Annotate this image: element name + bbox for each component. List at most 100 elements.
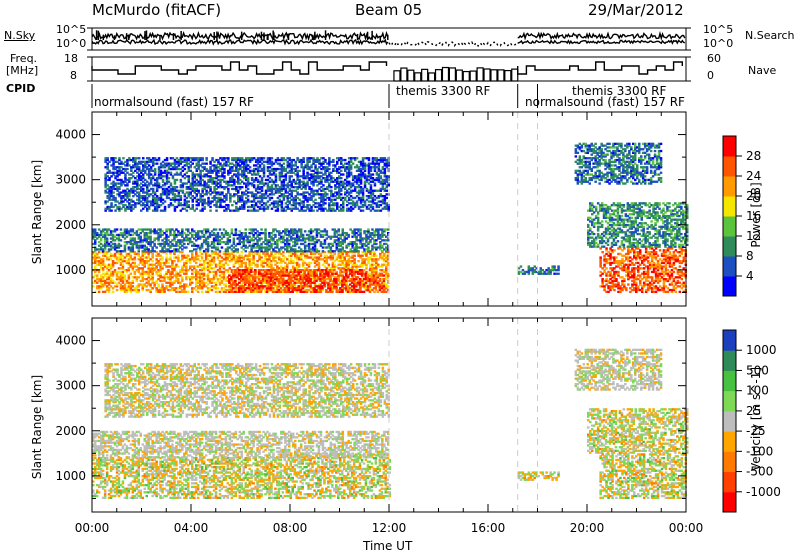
data-cell: [128, 189, 131, 192]
data-cell: [350, 285, 354, 288]
data-cell: [256, 158, 260, 162]
data-cell: [147, 279, 150, 283]
data-cell: [110, 193, 113, 196]
data-cell: [317, 256, 321, 259]
data-cell: [375, 246, 378, 249]
data-cell: [381, 233, 384, 237]
data-cell: [129, 241, 133, 244]
data-cell: [161, 178, 165, 182]
data-cell: [155, 158, 159, 162]
data-cell: [234, 272, 238, 275]
data-cell: [113, 246, 117, 249]
data-cell: [313, 285, 317, 288]
data-cell: [169, 244, 172, 247]
data-cell: [341, 233, 344, 237]
data-cell: [201, 158, 204, 162]
data-cell: [385, 248, 388, 251]
data-cell: [343, 260, 346, 263]
data-cell: [387, 254, 390, 257]
data-cell: [233, 182, 236, 185]
data-cell: [333, 263, 337, 266]
data-cell: [286, 288, 289, 292]
data-cell: [210, 241, 214, 244]
data-cell: [105, 252, 109, 256]
data-cell: [133, 265, 137, 268]
data-cell: [368, 278, 372, 281]
data-cell: [132, 200, 135, 203]
data-cell: [139, 261, 142, 265]
data-cell: [339, 287, 342, 290]
data-cell: [196, 246, 200, 249]
data-cell: [383, 269, 386, 272]
data-cell: [228, 260, 232, 263]
data-cell: [131, 230, 135, 233]
data-cell: [387, 274, 390, 277]
data-cell: [185, 265, 188, 268]
data-cell: [221, 193, 224, 196]
data-cell: [113, 244, 117, 247]
data-cell: [208, 263, 212, 266]
data-cell: [177, 250, 180, 253]
data-cell: [253, 285, 257, 288]
data-cell: [274, 290, 277, 293]
data-cell: [280, 232, 283, 235]
data-cell: [357, 252, 360, 256]
data-cell: [134, 186, 137, 189]
data-cell: [153, 250, 156, 253]
data-cell: [147, 207, 151, 210]
data-cell: [141, 241, 144, 244]
data-cell: [169, 285, 172, 288]
data-cell: [179, 167, 183, 171]
data-cell: [137, 288, 140, 292]
data-cell: [185, 276, 188, 279]
data-cell: [195, 251, 198, 254]
data-cell: [227, 169, 230, 172]
data-cell: [146, 166, 149, 169]
data-cell: [155, 265, 158, 268]
data-cell: [173, 235, 176, 238]
data-cell: [256, 260, 259, 263]
data-cell: [367, 272, 370, 275]
data-cell: [209, 169, 212, 172]
data-cell: [383, 252, 386, 256]
data-cell: [177, 278, 180, 281]
data-cell: [111, 261, 115, 265]
data-cell: [196, 233, 200, 237]
data-cell: [207, 196, 210, 200]
data-cell: [112, 195, 115, 198]
data-cell: [327, 285, 330, 288]
data-cell: [290, 260, 293, 263]
data-cell: [276, 251, 279, 254]
data-cell: [118, 166, 121, 169]
data-cell: [222, 235, 226, 238]
data-cell: [293, 288, 296, 292]
data-cell: [175, 160, 179, 163]
data-cell: [261, 278, 265, 281]
data-cell: [161, 191, 165, 194]
data-cell: [94, 261, 97, 265]
data-cell: [254, 160, 258, 163]
data-cell: [113, 242, 117, 246]
data-cell: [347, 244, 350, 247]
data-cell: [149, 285, 152, 288]
data-cell: [301, 233, 305, 237]
data-cell: [240, 278, 243, 281]
data-cell: [309, 274, 312, 277]
data-cell: [385, 246, 388, 249]
data-cell: [135, 233, 139, 237]
data-cell: [319, 235, 323, 238]
data-cell: [335, 256, 338, 259]
data-cell: [341, 288, 344, 292]
data-cell: [272, 228, 275, 231]
data-cell: [381, 228, 384, 231]
data-cell: [290, 283, 293, 286]
data-cell: [387, 258, 390, 261]
data-cell: [315, 278, 319, 281]
nsky-trace: [517, 30, 686, 41]
data-cell: [255, 285, 259, 288]
data-cell: [381, 244, 384, 247]
data-cell: [185, 256, 188, 259]
data-cell: [358, 290, 362, 293]
data-cell: [213, 177, 216, 180]
data-cell: [270, 235, 273, 238]
